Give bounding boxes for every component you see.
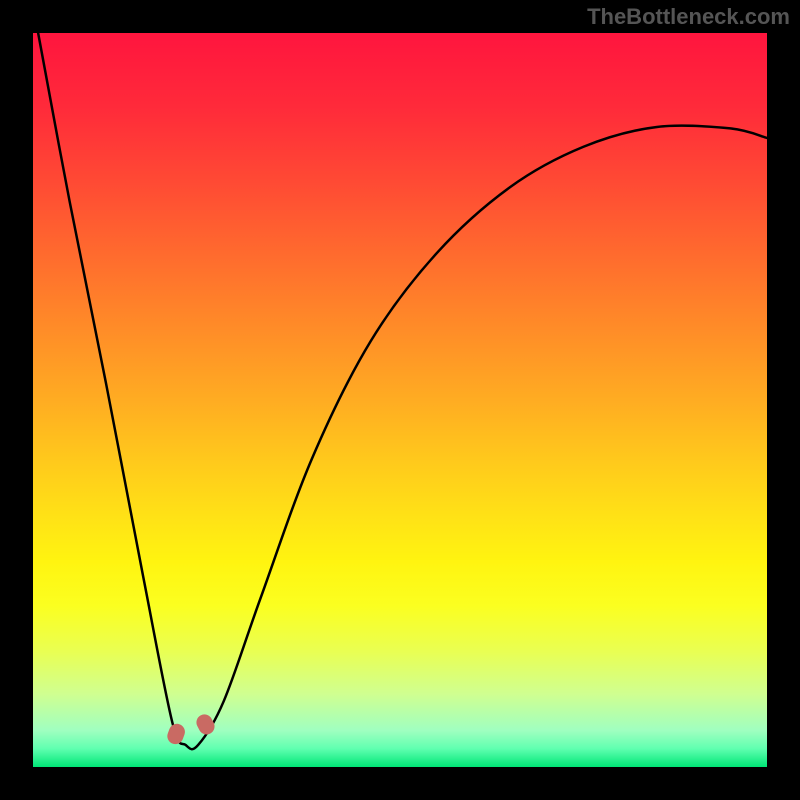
watermark-text: TheBottleneck.com [587, 4, 790, 30]
plot-background [33, 33, 767, 767]
bottleneck-chart [0, 0, 800, 800]
chart-container: TheBottleneck.com [0, 0, 800, 800]
